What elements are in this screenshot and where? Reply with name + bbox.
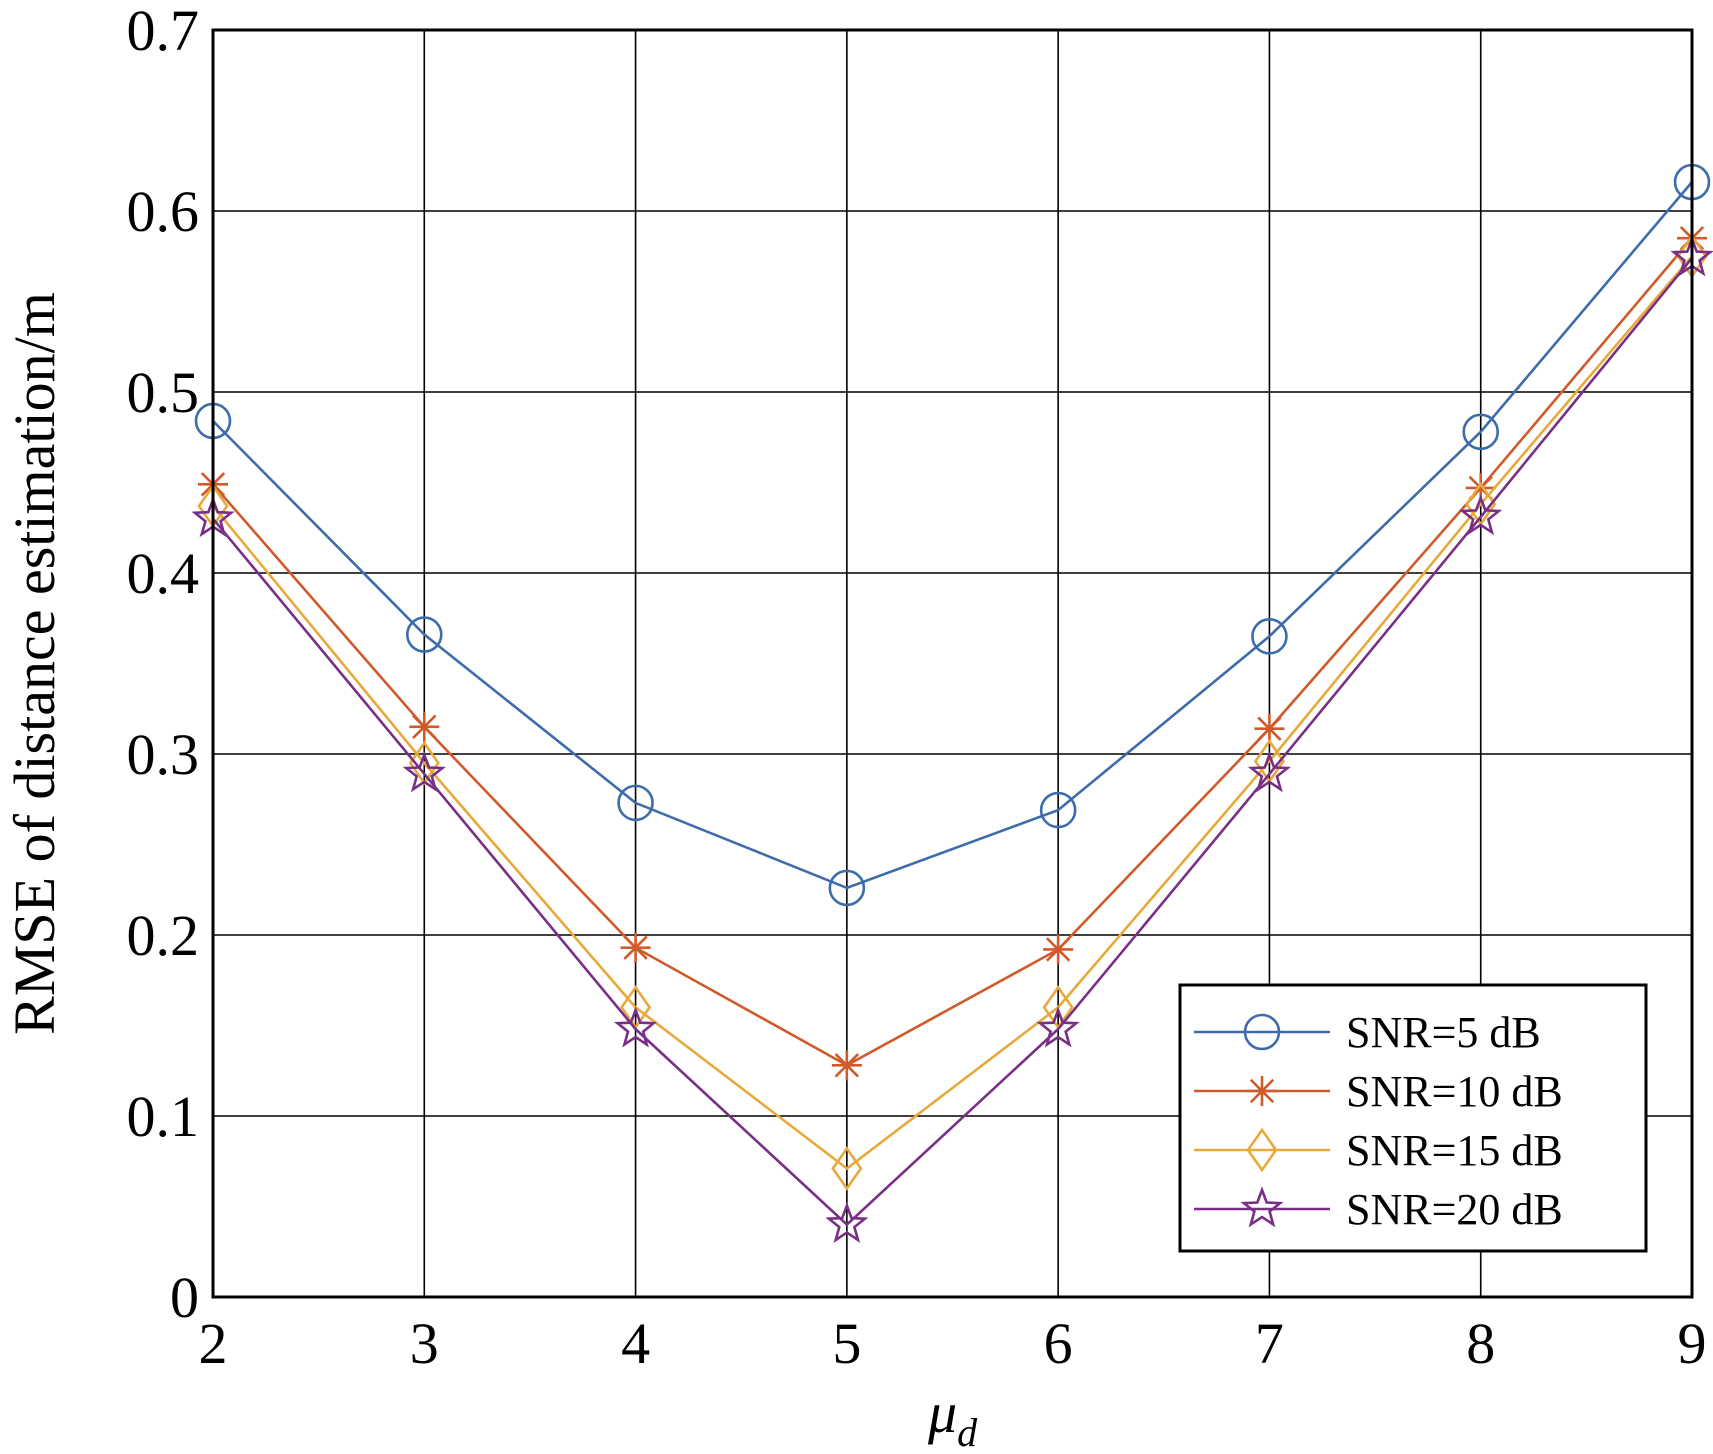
data-point-marker [831,1050,862,1081]
data-point-marker [1254,713,1285,744]
data-point-marker [831,1146,863,1191]
data-point-marker [1465,472,1496,503]
y-tick-label: 0.6 [127,179,200,244]
x-tick-label: 9 [1678,1311,1707,1376]
data-point-marker [1039,791,1077,829]
plot-area-frame [211,28,1694,1299]
legend-item: SNR=15 dB [1194,1126,1563,1175]
y-axis-title: RMSE of distance estimation/m [2,292,67,1035]
x-axis-title-subscript: d [957,1410,978,1454]
legend-label: SNR=20 dB [1346,1185,1563,1234]
grid-lines [212,29,1693,1298]
x-tick-label: 2 [199,1311,228,1376]
data-point-marker [409,711,440,742]
series-4 [191,235,1713,1244]
y-tick-label: 0.2 [127,903,200,968]
legend-marker [1240,1186,1284,1228]
data-point-marker [617,784,654,822]
data-point-marker [613,1006,658,1048]
x-tick-label: 8 [1466,1311,1495,1376]
legend-box [1178,983,1648,1253]
data-point-marker [405,616,443,653]
legend-marker [1247,1076,1277,1106]
y-tick-label: 0.7 [127,0,200,63]
x-axis-title: μd [927,1380,978,1454]
data-point-marker [1251,618,1288,655]
y-tick-label: 0 [170,1265,199,1330]
y-tick-label: 0.3 [127,722,200,787]
data-point-marker [825,1201,869,1244]
legend-item: SNR=5 dB [1194,1008,1541,1057]
x-tick-label: 4 [621,1311,650,1376]
data-point-marker [1462,413,1500,451]
x-tick-label: 3 [410,1311,439,1376]
data-point-marker [402,751,446,793]
series-line [212,237,1693,1067]
legend-item: SNR=10 dB [1194,1067,1563,1116]
series-line [211,255,1693,1171]
y-tick-label: 0.1 [127,1084,200,1149]
legend: SNR=5 dB SNR=10 dB SNR=15 dB SNR=20 dB [1178,983,1648,1253]
data-point-marker [828,869,866,907]
x-tick-label: 5 [832,1311,861,1376]
data-point-marker [1459,494,1503,536]
data-point-marker [1247,751,1292,793]
x-axis-ticks: 2 3 4 5 6 7 8 9 [199,1311,1707,1376]
data-point-marker [620,932,651,963]
series-line [212,181,1693,890]
data-point-marker [1043,934,1074,965]
data-point-marker [1036,1006,1080,1048]
legend-label: SNR=15 dB [1346,1126,1563,1175]
legend-label: SNR=5 dB [1346,1008,1541,1057]
series-line [211,257,1694,1227]
x-tick-label: 6 [1044,1311,1073,1376]
legend-label: SNR=10 dB [1346,1067,1563,1116]
x-axis-title-main: μ [927,1380,957,1445]
legend-item: SNR=20 dB [1194,1185,1563,1234]
y-tick-label: 0.4 [127,541,200,606]
legend-marker [1243,1013,1281,1051]
y-axis-ticks: 0 0.1 0.2 0.3 0.4 0.5 0.6 0.7 [127,0,200,1330]
legend-marker [1246,1127,1278,1173]
series-1 [194,163,1711,907]
y-tick-label: 0.5 [127,360,200,425]
x-tick-label: 7 [1255,1311,1284,1376]
